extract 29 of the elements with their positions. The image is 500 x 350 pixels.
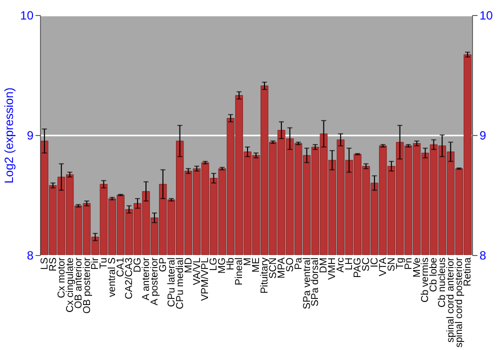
x-tick-label: LS [39, 257, 50, 270]
y-axis-title: Log2 (expression) [2, 87, 16, 184]
x-tick-label: Pa [293, 257, 304, 270]
x-tick-label: CPu medial [174, 258, 186, 310]
y-tick-label: 9 [26, 128, 34, 142]
x-tick-label: Pn [403, 258, 414, 270]
x-tick-label: SN [386, 258, 398, 272]
x-tick-label: GP [158, 257, 169, 272]
y2-tick-label: 9 [480, 128, 486, 142]
x-tick-label: ME [251, 257, 262, 272]
x-tick-label: Pituitary [259, 258, 270, 294]
x-tick-label: VTA [378, 257, 389, 276]
y-tick-label: 8 [26, 248, 34, 262]
x-tick-label: A anterior [140, 256, 152, 300]
x-tick-label: MPA [276, 257, 288, 278]
x-tick-label: Tg [394, 258, 406, 270]
x-tick-label: A posterior [149, 256, 160, 306]
x-tick-label: OB anterior [73, 256, 84, 309]
x-tick-label: OB posterior [82, 256, 93, 314]
y-tick-label: 10 [20, 8, 34, 22]
x-tick-label: Cx cingulate [64, 257, 76, 313]
y2-tick-label: 8 [480, 248, 486, 262]
x-tick-label: RS [48, 257, 59, 272]
x-tick-label: SO [284, 257, 296, 272]
y2-tick-label: 10 [480, 8, 494, 22]
x-tick-label: IC [369, 258, 380, 268]
x-tick-label: Retina [462, 257, 474, 286]
x-tick-label: spinal cord posterior [454, 256, 466, 348]
x-tick-label: SCN [268, 258, 279, 279]
